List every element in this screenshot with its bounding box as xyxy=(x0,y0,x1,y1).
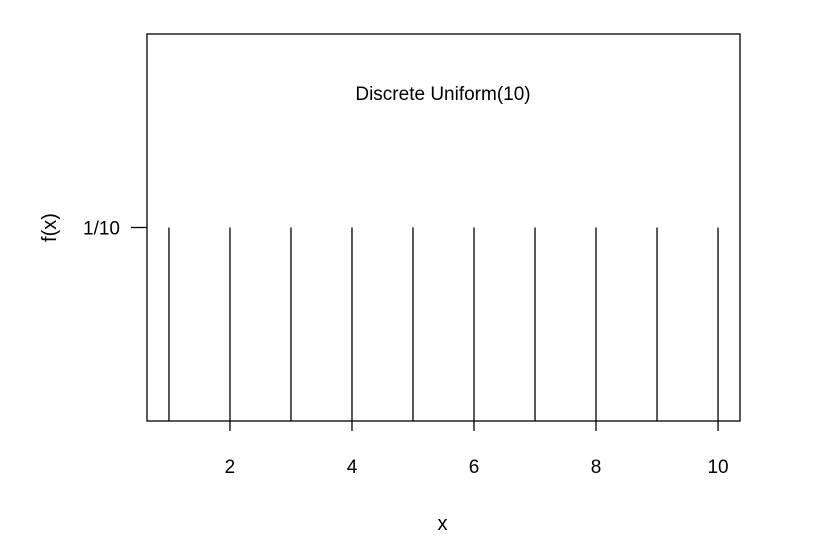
y-tick-label: 1/10 xyxy=(83,219,120,240)
y-axis: 1/10 xyxy=(83,219,147,240)
x-tick-label-6: 6 xyxy=(469,457,480,478)
x-tick-label-4: 4 xyxy=(347,457,358,478)
x-tick-label-2: 2 xyxy=(225,457,236,478)
y-axis-title: f(x) xyxy=(39,213,61,242)
x-axis-title: x xyxy=(438,513,448,535)
stems-group xyxy=(168,227,719,421)
x-axis: 2 4 6 8 10 xyxy=(225,421,729,478)
chart-annotation: Discrete Uniform(10) xyxy=(355,84,530,105)
x-tick-label-8: 8 xyxy=(591,457,602,478)
x-tick-label-10: 10 xyxy=(707,457,728,478)
